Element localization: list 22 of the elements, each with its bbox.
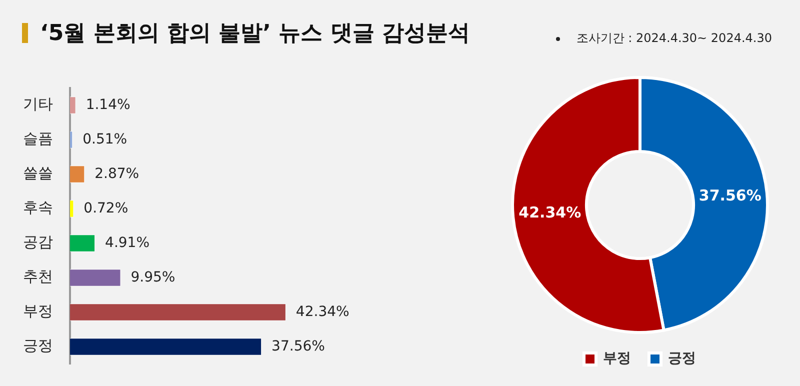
y-tick-label: 기타 [23,95,53,114]
y-tick-label: 추천 [23,268,53,286]
text: 조사기간 : 2024.4.30~ 2024.4.30 [576,31,772,45]
data-label: 0.51% [82,131,128,148]
data-label: 9.95% [130,269,176,286]
y-tick-label: 슬픔 [23,130,53,148]
data-label: 0.72% [84,200,128,216]
data-label: 42.34% [518,203,582,222]
data-label: 2.87% [94,166,140,182]
y-tick-label: 후속 [23,198,53,217]
y-tick-label: 공감 [23,233,53,252]
data-label: 37.56% [272,338,325,354]
data-label: 37.56% [698,186,762,204]
legend-label: 부정 [603,350,631,367]
data-label: 4.91% [105,234,150,251]
data-label: 1.14% [86,96,130,113]
y-tick-label: 부정 [23,302,53,320]
data-label: 42.34% [296,304,350,320]
chart-title: ‘5월 본회의 합의 불발’ 뉴스 댓글 감성분석 [40,20,470,48]
y-tick-label: 긍정 [23,336,53,355]
legend-label: 긍정 [668,350,696,367]
y-tick-label: 쓸쓸 [23,164,53,182]
